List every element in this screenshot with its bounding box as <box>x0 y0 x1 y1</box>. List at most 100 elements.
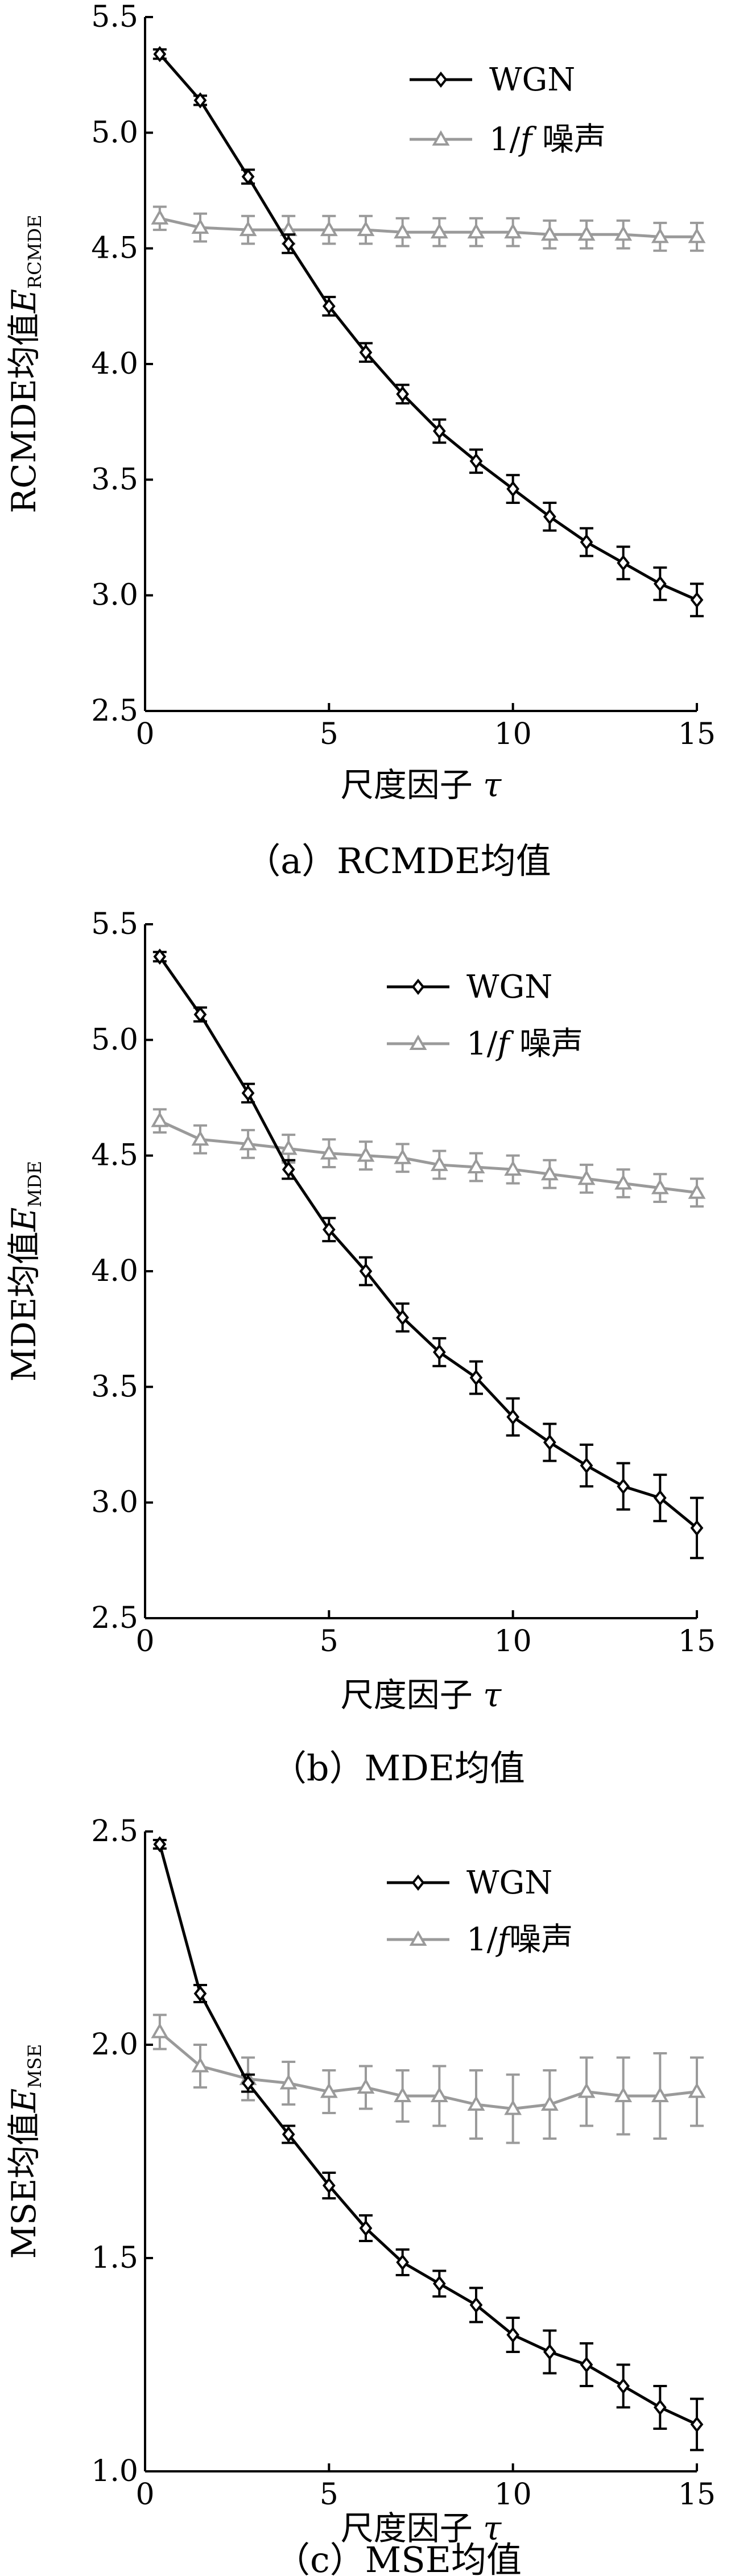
data-point <box>469 1369 483 1386</box>
legend-entry-1: WGN <box>387 1864 552 1901</box>
figure-caption: （c）MSE均值 <box>275 2539 522 2576</box>
data-point <box>241 2075 255 2091</box>
data-point <box>540 2095 559 2111</box>
data-point <box>320 2082 338 2098</box>
data-point <box>359 1263 373 1280</box>
data-point <box>504 2099 522 2115</box>
data-point <box>241 168 255 185</box>
x-axis-title: 尺度因子 τ <box>341 1676 502 1714</box>
y-tick-label: 4.0 <box>91 347 138 381</box>
data-point <box>430 2086 448 2102</box>
data-point <box>469 2297 483 2313</box>
x-tick-label: 0 <box>135 1624 154 1659</box>
data-point <box>617 1478 630 1495</box>
legend-marker <box>409 1034 427 1050</box>
data-point <box>653 576 667 592</box>
data-point <box>357 1146 375 1162</box>
legend-label: WGN <box>489 61 575 98</box>
y-tick-label: 5.0 <box>91 115 138 150</box>
legend-entry-2: 1/f 噪声 <box>387 1026 583 1062</box>
data-point <box>543 2343 556 2360</box>
data-point <box>580 2356 593 2373</box>
data-point <box>690 1520 704 1536</box>
data-point <box>396 2254 410 2271</box>
y-tick-label: 4.5 <box>91 1139 138 1173</box>
data-point <box>432 423 446 440</box>
data-point <box>241 1085 255 1102</box>
data-point <box>543 508 556 525</box>
data-point <box>239 221 257 237</box>
data-point <box>279 2074 298 2090</box>
y-tick-label: 2.5 <box>91 1814 138 1849</box>
data-point <box>322 2177 336 2194</box>
series-line <box>159 217 697 238</box>
data-point <box>282 1161 295 1178</box>
legend-label: 1/f噪声 <box>466 1921 573 1958</box>
legend-marker <box>411 1874 425 1891</box>
data-point <box>432 2275 446 2292</box>
data-point <box>504 1160 522 1176</box>
data-point <box>469 453 483 470</box>
data-point <box>320 221 338 237</box>
data-point <box>467 2095 485 2111</box>
series-pink-noise <box>151 2013 706 2144</box>
y-tick-label: 4.0 <box>91 1254 138 1288</box>
data-point <box>617 555 630 571</box>
legend-marker <box>411 978 425 995</box>
legend-entry-2: 1/f噪声 <box>387 1921 573 1958</box>
chart-panel-2: 2.5 3.0 3.5 4.0 4.5 5.0 5.5 0 5 10 15 MDE均值EMDE 尺度因子… <box>5 907 716 1789</box>
y-tick-label: 3.0 <box>91 1486 138 1520</box>
y-tick-label: 3.5 <box>91 1370 138 1404</box>
data-point <box>320 1144 338 1160</box>
y-axis-title: MSE均值EMSE <box>5 2044 46 2259</box>
data-point <box>151 1111 169 1127</box>
legend-marker <box>409 1930 427 1946</box>
data-point <box>614 2086 633 2102</box>
chart-panel-1: 2.5 3.0 3.5 4.0 4.5 5.0 5.5 0 5 10 15 RCMDE均值ERCMDE… <box>5 0 716 882</box>
data-point <box>580 534 593 551</box>
data-point <box>322 1221 336 1238</box>
data-point <box>690 2416 704 2433</box>
legend-entry-2: 1/f 噪声 <box>410 121 606 158</box>
data-point <box>394 2086 412 2102</box>
series-wgn <box>152 46 704 618</box>
data-point <box>540 1165 559 1181</box>
data-point <box>580 1457 593 1474</box>
data-point <box>279 1139 298 1155</box>
x-tick-label: 0 <box>135 2478 154 2512</box>
data-point <box>577 225 596 241</box>
data-point <box>651 228 669 243</box>
y-tick-label: 2.5 <box>91 694 138 728</box>
x-axis-title: 尺度因子 τ <box>341 2509 502 2548</box>
data-point <box>653 2399 667 2416</box>
y-tick-label: 3.5 <box>91 462 138 497</box>
data-point <box>191 2057 209 2073</box>
data-point <box>688 1183 706 1199</box>
data-point <box>617 2377 630 2395</box>
data-point <box>432 1344 446 1361</box>
data-point <box>430 1155 448 1171</box>
legend-label: WGN <box>466 969 552 1006</box>
figure-caption: （a）RCMDE均值 <box>245 840 551 882</box>
legend-label: 1/f 噪声 <box>489 121 606 158</box>
data-point <box>651 2086 669 2102</box>
data-point <box>191 218 209 234</box>
data-point <box>193 92 207 109</box>
data-point <box>543 1434 556 1451</box>
data-point <box>396 1309 410 1326</box>
data-point <box>151 2023 169 2039</box>
x-tick-label: 15 <box>678 1624 716 1659</box>
legend-marker <box>434 71 448 88</box>
legend-marker <box>432 130 450 146</box>
data-point <box>614 1174 633 1190</box>
series-line <box>159 1119 697 1194</box>
data-point <box>282 2126 295 2143</box>
data-point <box>577 1169 596 1185</box>
figure-caption: （b）MDE均值 <box>271 1747 525 1789</box>
data-point <box>191 1130 209 1146</box>
data-point <box>239 1135 257 1151</box>
legend-label: WGN <box>466 1864 552 1901</box>
data-point <box>690 592 704 609</box>
legend-entry-1: WGN <box>387 969 552 1006</box>
